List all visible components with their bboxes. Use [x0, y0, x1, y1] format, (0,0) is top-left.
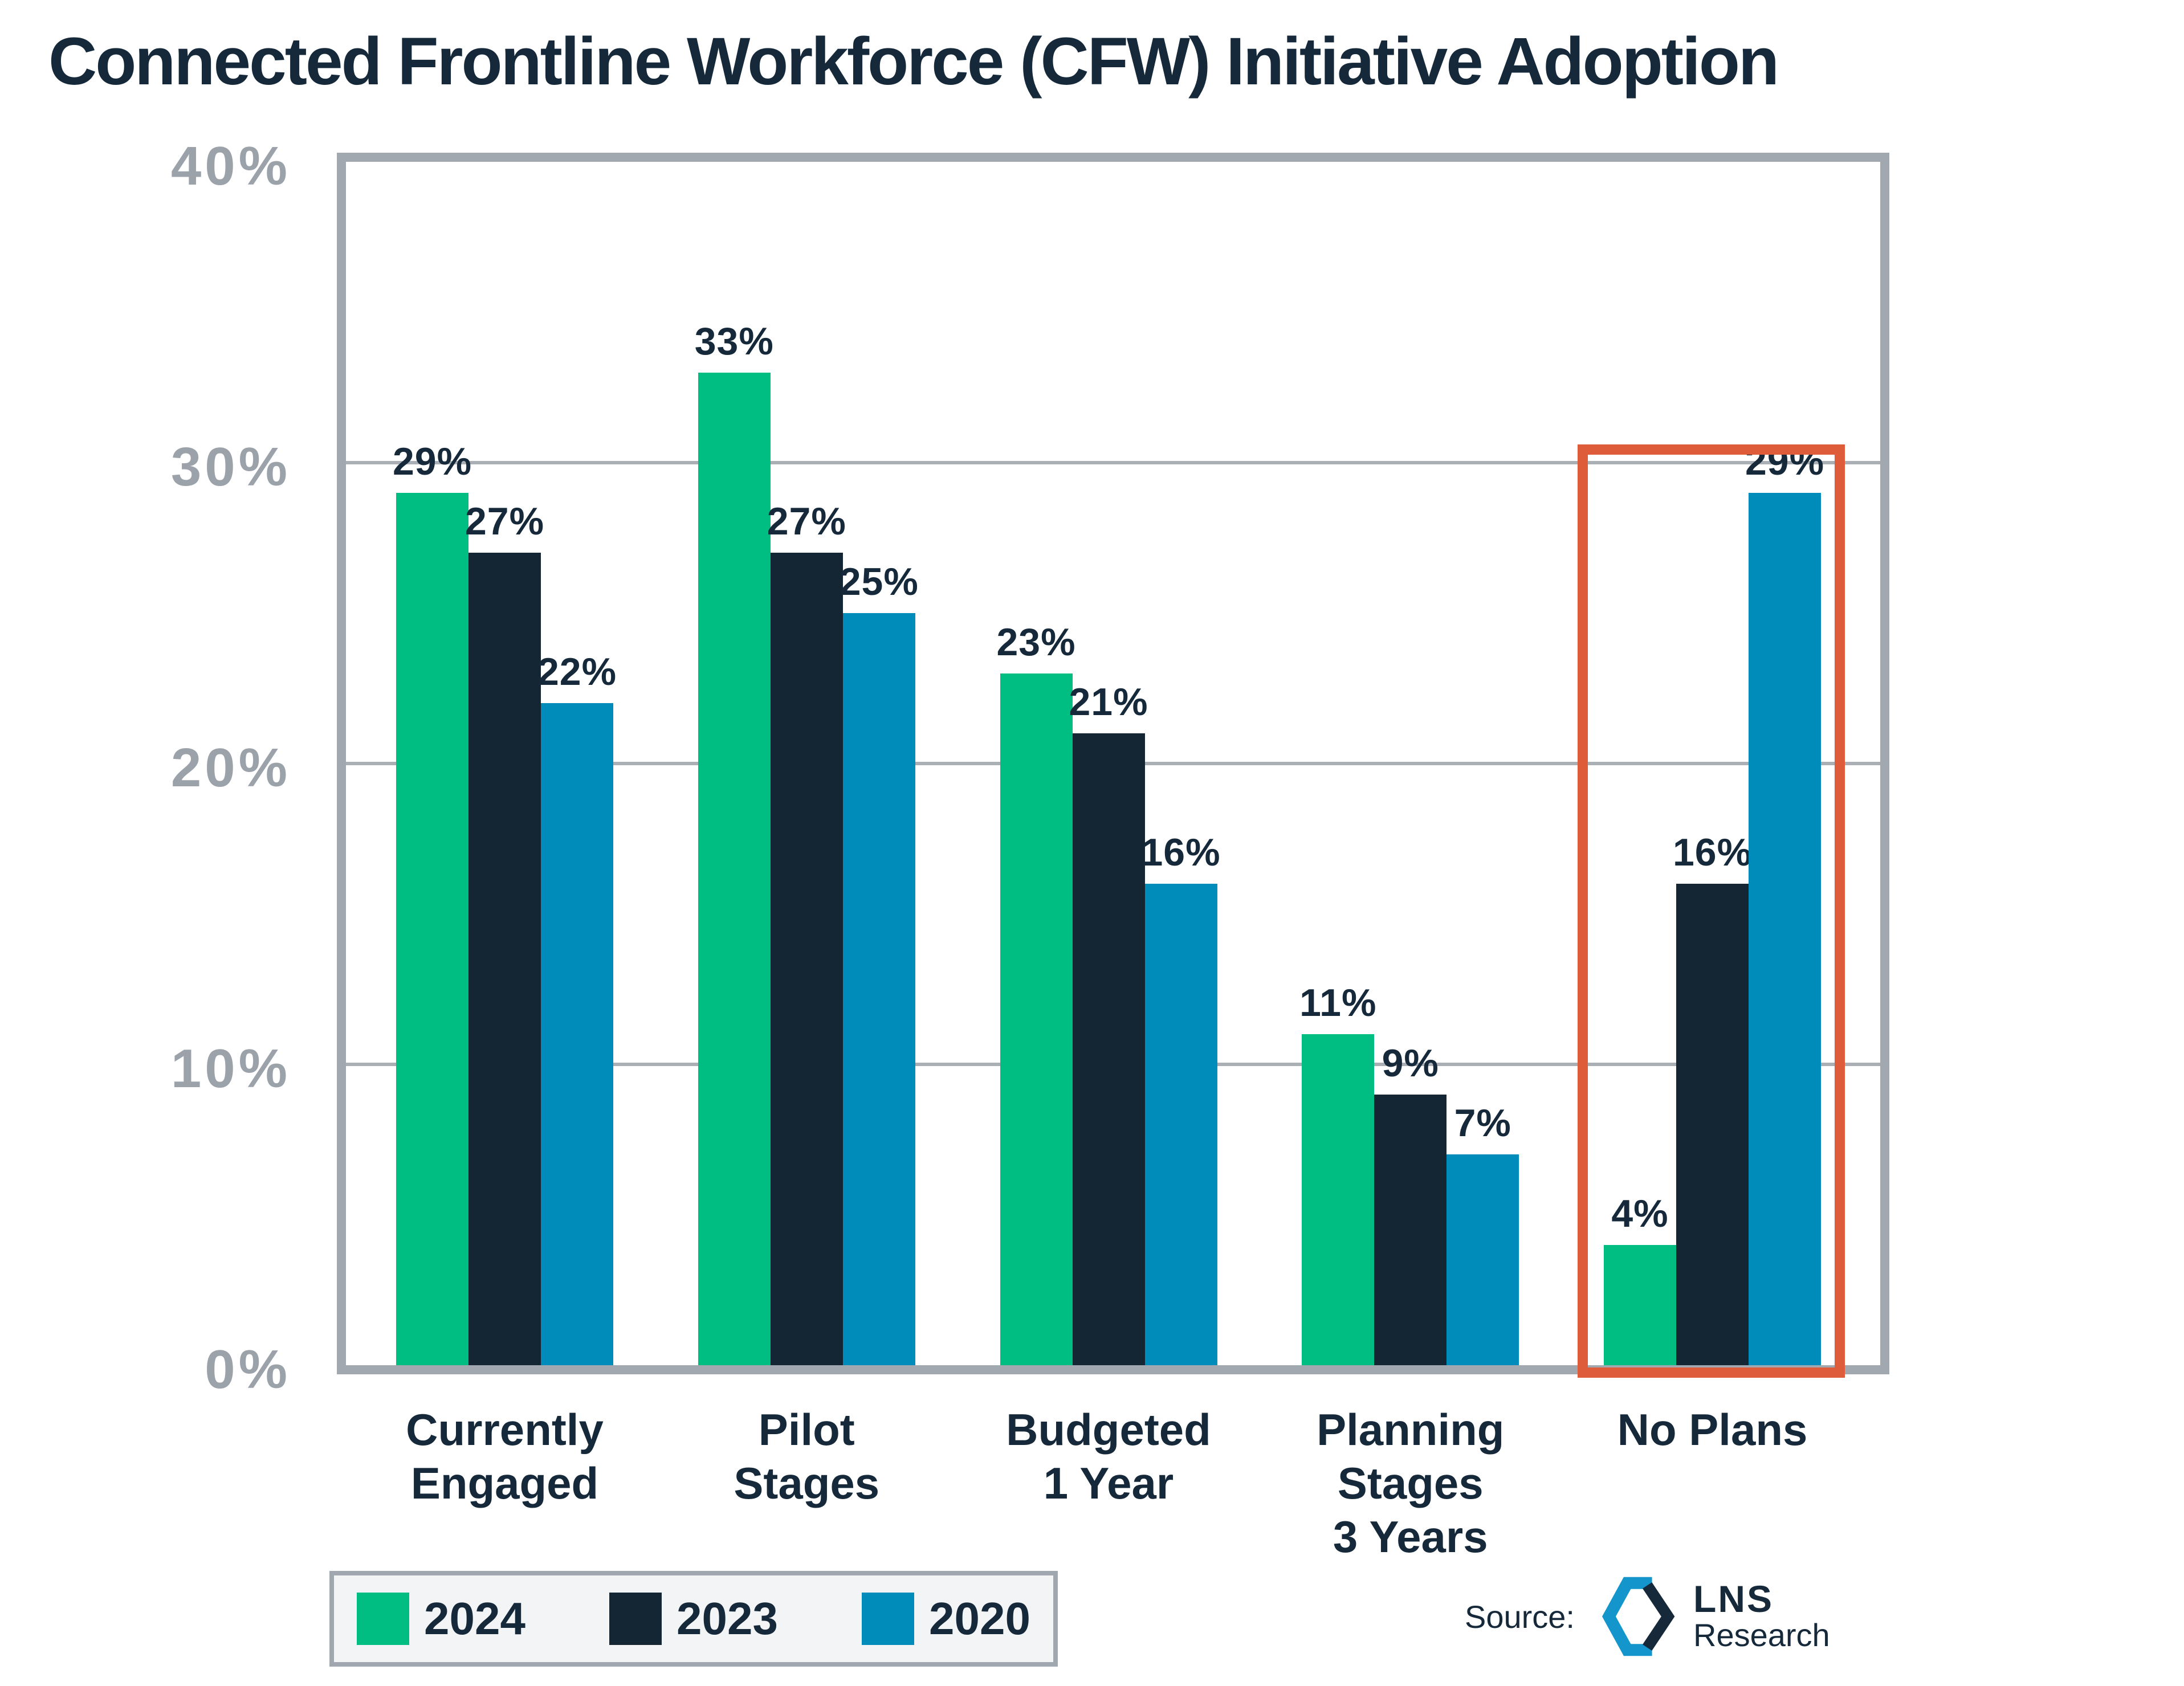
- category-label-planning-stages-3-years: Planning Stages 3 Years: [1234, 1403, 1587, 1563]
- y-axis-tick-label: 0%: [205, 1339, 291, 1400]
- bar-2024-no-plans: [1604, 1244, 1676, 1365]
- bar-value-label: 16%: [1141, 831, 1221, 875]
- bar-value-label: 25%: [839, 560, 919, 603]
- category-label-budgeted-1-year: Budgeted 1 Year: [932, 1403, 1285, 1510]
- legend-label: 2020: [929, 1593, 1030, 1644]
- legend: 2024 2023 2020: [329, 1571, 1058, 1667]
- category-label-no-plans: No Plans: [1536, 1403, 1889, 1456]
- bar-2024-pilot-stages: [698, 372, 771, 1365]
- legend-swatch-2020: [862, 1593, 915, 1645]
- legend-item-2023: 2023: [609, 1593, 778, 1645]
- bar-2023-currently-engaged: [468, 553, 541, 1365]
- category-label-line: Stages: [734, 1458, 880, 1508]
- category-label-line: Engaged: [410, 1458, 599, 1508]
- legend-swatch-2024: [357, 1593, 409, 1645]
- category-label-line: Stages: [1337, 1458, 1484, 1508]
- category-label-line: Pilot: [758, 1405, 855, 1455]
- y-axis-tick-label: 40%: [170, 136, 291, 197]
- bar-value-label: 33%: [694, 319, 774, 363]
- bar-2024-planning-stages-3-years: [1302, 1034, 1375, 1365]
- bar-value-label: 22%: [537, 650, 617, 694]
- lns-brand-text: LNS: [1693, 1578, 1774, 1620]
- bar-2023-pilot-stages: [770, 553, 843, 1365]
- legend-label: 2024: [424, 1593, 525, 1644]
- legend-label: 2023: [677, 1593, 778, 1644]
- page-title: Connected Frontline Workforce (CFW) Init…: [48, 24, 1779, 99]
- y-axis-tick-label: 30%: [170, 436, 291, 497]
- bar-2023-no-plans: [1676, 884, 1749, 1365]
- bar-value-label: 21%: [1069, 680, 1148, 724]
- category-label-line: No Plans: [1617, 1405, 1808, 1455]
- bar-2020-no-plans: [1749, 492, 1821, 1365]
- bar-2020-budgeted-1-year: [1144, 884, 1217, 1365]
- bar-value-label: 27%: [464, 500, 545, 544]
- category-label-line: Planning: [1317, 1405, 1505, 1455]
- bar-value-label: 11%: [1299, 981, 1377, 1025]
- bar-2020-planning-stages-3-years: [1447, 1154, 1519, 1365]
- bar-2023-budgeted-1-year: [1072, 733, 1145, 1365]
- category-label-line: Currently: [406, 1405, 604, 1455]
- source-attribution: Source: LNS Research: [1465, 1574, 1830, 1659]
- gridline-30pct: [346, 461, 1880, 464]
- chart-plot: 29% 27% 22% 33% 27% 25% 23% 21% 16% 11% 9% 7% 4% 16% 2…: [337, 153, 1889, 1374]
- bar-value-label: 16%: [1672, 831, 1753, 875]
- no-plans-highlight-box: [1578, 444, 1845, 1378]
- legend-swatch-2023: [609, 1593, 662, 1645]
- bar-2020-pilot-stages: [842, 613, 915, 1365]
- legend-item-2020: 2020: [862, 1593, 1030, 1645]
- y-axis-tick-label: 20%: [170, 737, 291, 798]
- category-label-line: Budgeted: [1006, 1405, 1211, 1455]
- bar-2020-currently-engaged: [541, 703, 613, 1365]
- lns-wordmark: LNS Research: [1693, 1580, 1830, 1653]
- bar-2024-currently-engaged: [396, 492, 468, 1365]
- category-label-line: 3 Years: [1333, 1512, 1488, 1562]
- lns-research-text: Research: [1693, 1617, 1830, 1653]
- y-axis-tick-label: 10%: [170, 1038, 291, 1099]
- bar-2023-planning-stages-3-years: [1374, 1094, 1447, 1365]
- source-label: Source:: [1465, 1598, 1575, 1635]
- bar-value-label: 27%: [767, 500, 846, 544]
- bar-value-label: 9%: [1382, 1041, 1439, 1085]
- bar-value-label: 29%: [392, 439, 472, 483]
- category-label-line: 1 Year: [1043, 1458, 1174, 1508]
- hexagon-bracket-icon: [1602, 1577, 1675, 1656]
- bar-value-label: 4%: [1611, 1191, 1669, 1235]
- category-label-currently-engaged: Currently Engaged: [328, 1403, 682, 1510]
- category-label-pilot-stages: Pilot Stages: [630, 1403, 983, 1510]
- legend-item-2024: 2024: [357, 1593, 525, 1645]
- bar-value-label: 23%: [996, 620, 1076, 664]
- bar-value-label: 7%: [1454, 1101, 1511, 1145]
- bar-2024-budgeted-1-year: [1000, 673, 1073, 1365]
